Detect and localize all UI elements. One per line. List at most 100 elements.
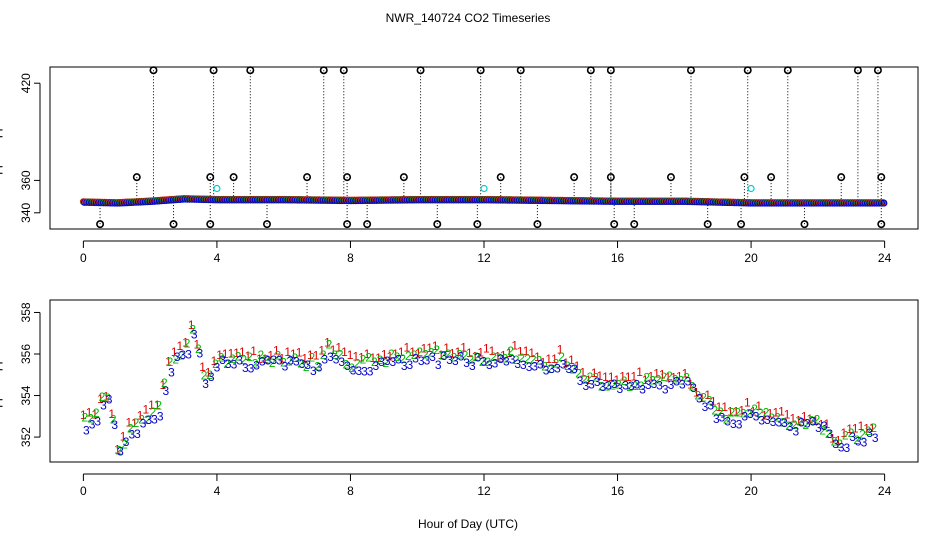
flag-point [206, 220, 215, 229]
series-1-point: 1 [97, 392, 104, 406]
series-3-point: 3 [214, 360, 221, 374]
flag-point [783, 66, 792, 75]
series-3-point: 3 [83, 424, 90, 438]
series-1-point: 1 [449, 347, 456, 361]
series-1-point: 1 [154, 398, 161, 412]
series-2-point: 2 [757, 406, 764, 420]
series-2-point: 2 [723, 412, 730, 426]
series-2-point: 2 [666, 369, 673, 383]
series-3-point: 3 [832, 437, 839, 451]
series-2-point: 2 [712, 403, 719, 417]
series-1-point: 1 [148, 398, 155, 412]
series-3-point: 3 [344, 359, 351, 373]
series-2-point: 2 [121, 437, 128, 451]
series-3-point: 3 [259, 355, 266, 369]
series-2-point: 2 [547, 362, 554, 376]
series-2-point: 2 [774, 411, 781, 425]
series-1-point: 1 [608, 370, 615, 384]
series-1-point: 1 [182, 335, 189, 349]
series-1-point: 1 [262, 352, 269, 366]
series-2-point: 2 [797, 415, 804, 429]
series-1-point: 1 [233, 346, 240, 360]
series-3-point: 3 [180, 348, 187, 362]
series-1-point: 1 [165, 354, 172, 368]
series-1-point: 1 [795, 413, 802, 427]
series-3-point: 3 [355, 364, 362, 378]
co2-raw-panel: 0 4 8 12 16 20 24 340 360 420 approx. ppm [0, 66, 919, 265]
series-2-point: 2 [570, 363, 577, 377]
series-2-point: 2 [235, 350, 242, 364]
series-2-point: 2 [155, 398, 162, 412]
series-3-point: 3 [140, 417, 147, 431]
series-1-point: 1 [818, 417, 825, 431]
x-tick-label: 8 [347, 251, 354, 265]
series-3-point: 3 [844, 441, 851, 455]
x-tick-label: 24 [878, 251, 892, 265]
series-3-point: 3 [724, 415, 731, 429]
series-1-point: 1 [86, 406, 93, 420]
flag-point [666, 173, 675, 182]
series-3-point: 3 [600, 380, 607, 394]
series-1-point: 1 [579, 366, 586, 380]
series-2-point: 2 [189, 323, 196, 337]
series-3-point: 3 [662, 383, 669, 397]
series-3-point: 3 [696, 391, 703, 405]
series-1-point: 1 [159, 378, 166, 392]
series-1-point: 1 [806, 412, 813, 426]
x-tick-label: 4 [214, 251, 221, 265]
series-3-point: 3 [770, 415, 777, 429]
series-1-point: 1 [750, 404, 757, 418]
series-2-point: 2 [462, 348, 469, 362]
series-3-point: 3 [656, 379, 663, 393]
series-2-point: 2 [848, 426, 855, 440]
series-1-point: 1 [545, 352, 552, 366]
flag-point [496, 173, 505, 182]
series-3-point: 3 [792, 424, 799, 438]
series-2-point: 2 [763, 406, 770, 420]
series-3-point: 3 [509, 353, 516, 367]
series-1-point: 1 [352, 349, 359, 363]
series-2-point: 2 [609, 379, 616, 393]
series-3-point: 3 [412, 352, 419, 366]
series-1-point: 1 [250, 344, 257, 358]
flag-point [877, 173, 886, 182]
series-1-point: 1 [744, 395, 751, 409]
series-1-point: 1 [188, 318, 195, 332]
series-3-point: 3 [134, 427, 141, 441]
series-2-point: 2 [82, 411, 89, 425]
series-2-point: 2 [768, 411, 775, 425]
flag-point [743, 66, 752, 75]
series-1-point: 1 [142, 403, 149, 417]
series-2-point: 2 [819, 423, 826, 437]
series-3-point: 3 [861, 436, 868, 450]
series-2-point: 2 [99, 390, 106, 404]
series-2-point: 2 [161, 376, 168, 390]
flag-point [800, 220, 809, 229]
series-3-point: 3 [526, 360, 533, 374]
reference-point [213, 184, 221, 193]
series-2-point: 2 [513, 353, 520, 367]
series-1-point: 1 [483, 342, 490, 356]
series-3-point: 3 [128, 427, 135, 441]
series-1-point: 1 [789, 411, 796, 425]
series-3-point: 3 [543, 364, 550, 378]
series-1-point: 1 [335, 340, 342, 354]
series-1-point: 1 [239, 345, 246, 359]
series-2-point: 2 [808, 413, 815, 427]
series-3-point: 3 [327, 350, 334, 364]
series-1-point: 1 [721, 400, 728, 414]
series-1-point: 1 [171, 345, 178, 359]
series-2-point: 2 [814, 412, 821, 426]
series-2-point: 2 [360, 352, 367, 366]
series-1-point: 1 [455, 345, 462, 359]
series-1-point: 1 [574, 359, 581, 373]
series-2-point: 2 [655, 373, 662, 387]
series-2-point: 2 [643, 370, 650, 384]
reference-point [747, 184, 755, 193]
series-1-point: 1 [710, 395, 717, 409]
series-2-point: 2 [178, 349, 185, 363]
series-3-point [880, 199, 888, 207]
y-tick-label: 358 [19, 302, 33, 322]
series-3-point: 3 [639, 382, 646, 396]
